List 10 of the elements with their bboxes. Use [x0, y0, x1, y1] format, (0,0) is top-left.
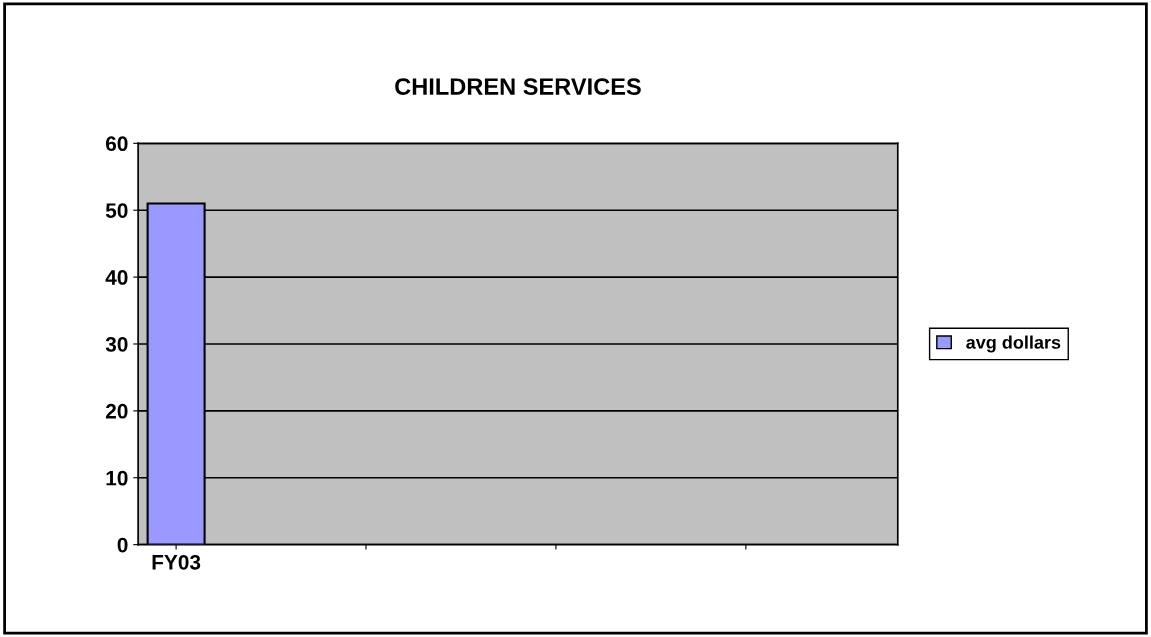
y-tick-label: 0 — [117, 537, 128, 553]
x-tick-label: FY03 — [152, 554, 201, 570]
y-tick-label: 60 — [105, 136, 128, 152]
y-tick-label: 10 — [106, 470, 128, 486]
y-tick-label: 20 — [105, 403, 128, 419]
y-tick-label: 50 — [105, 203, 128, 218]
y-tick-label: 30 — [105, 336, 128, 352]
y-tick-label: 40 — [105, 270, 128, 285]
chart-title: CHILDREN SERVICES — [395, 78, 641, 95]
legend-label: avg dollars — [966, 335, 1061, 353]
